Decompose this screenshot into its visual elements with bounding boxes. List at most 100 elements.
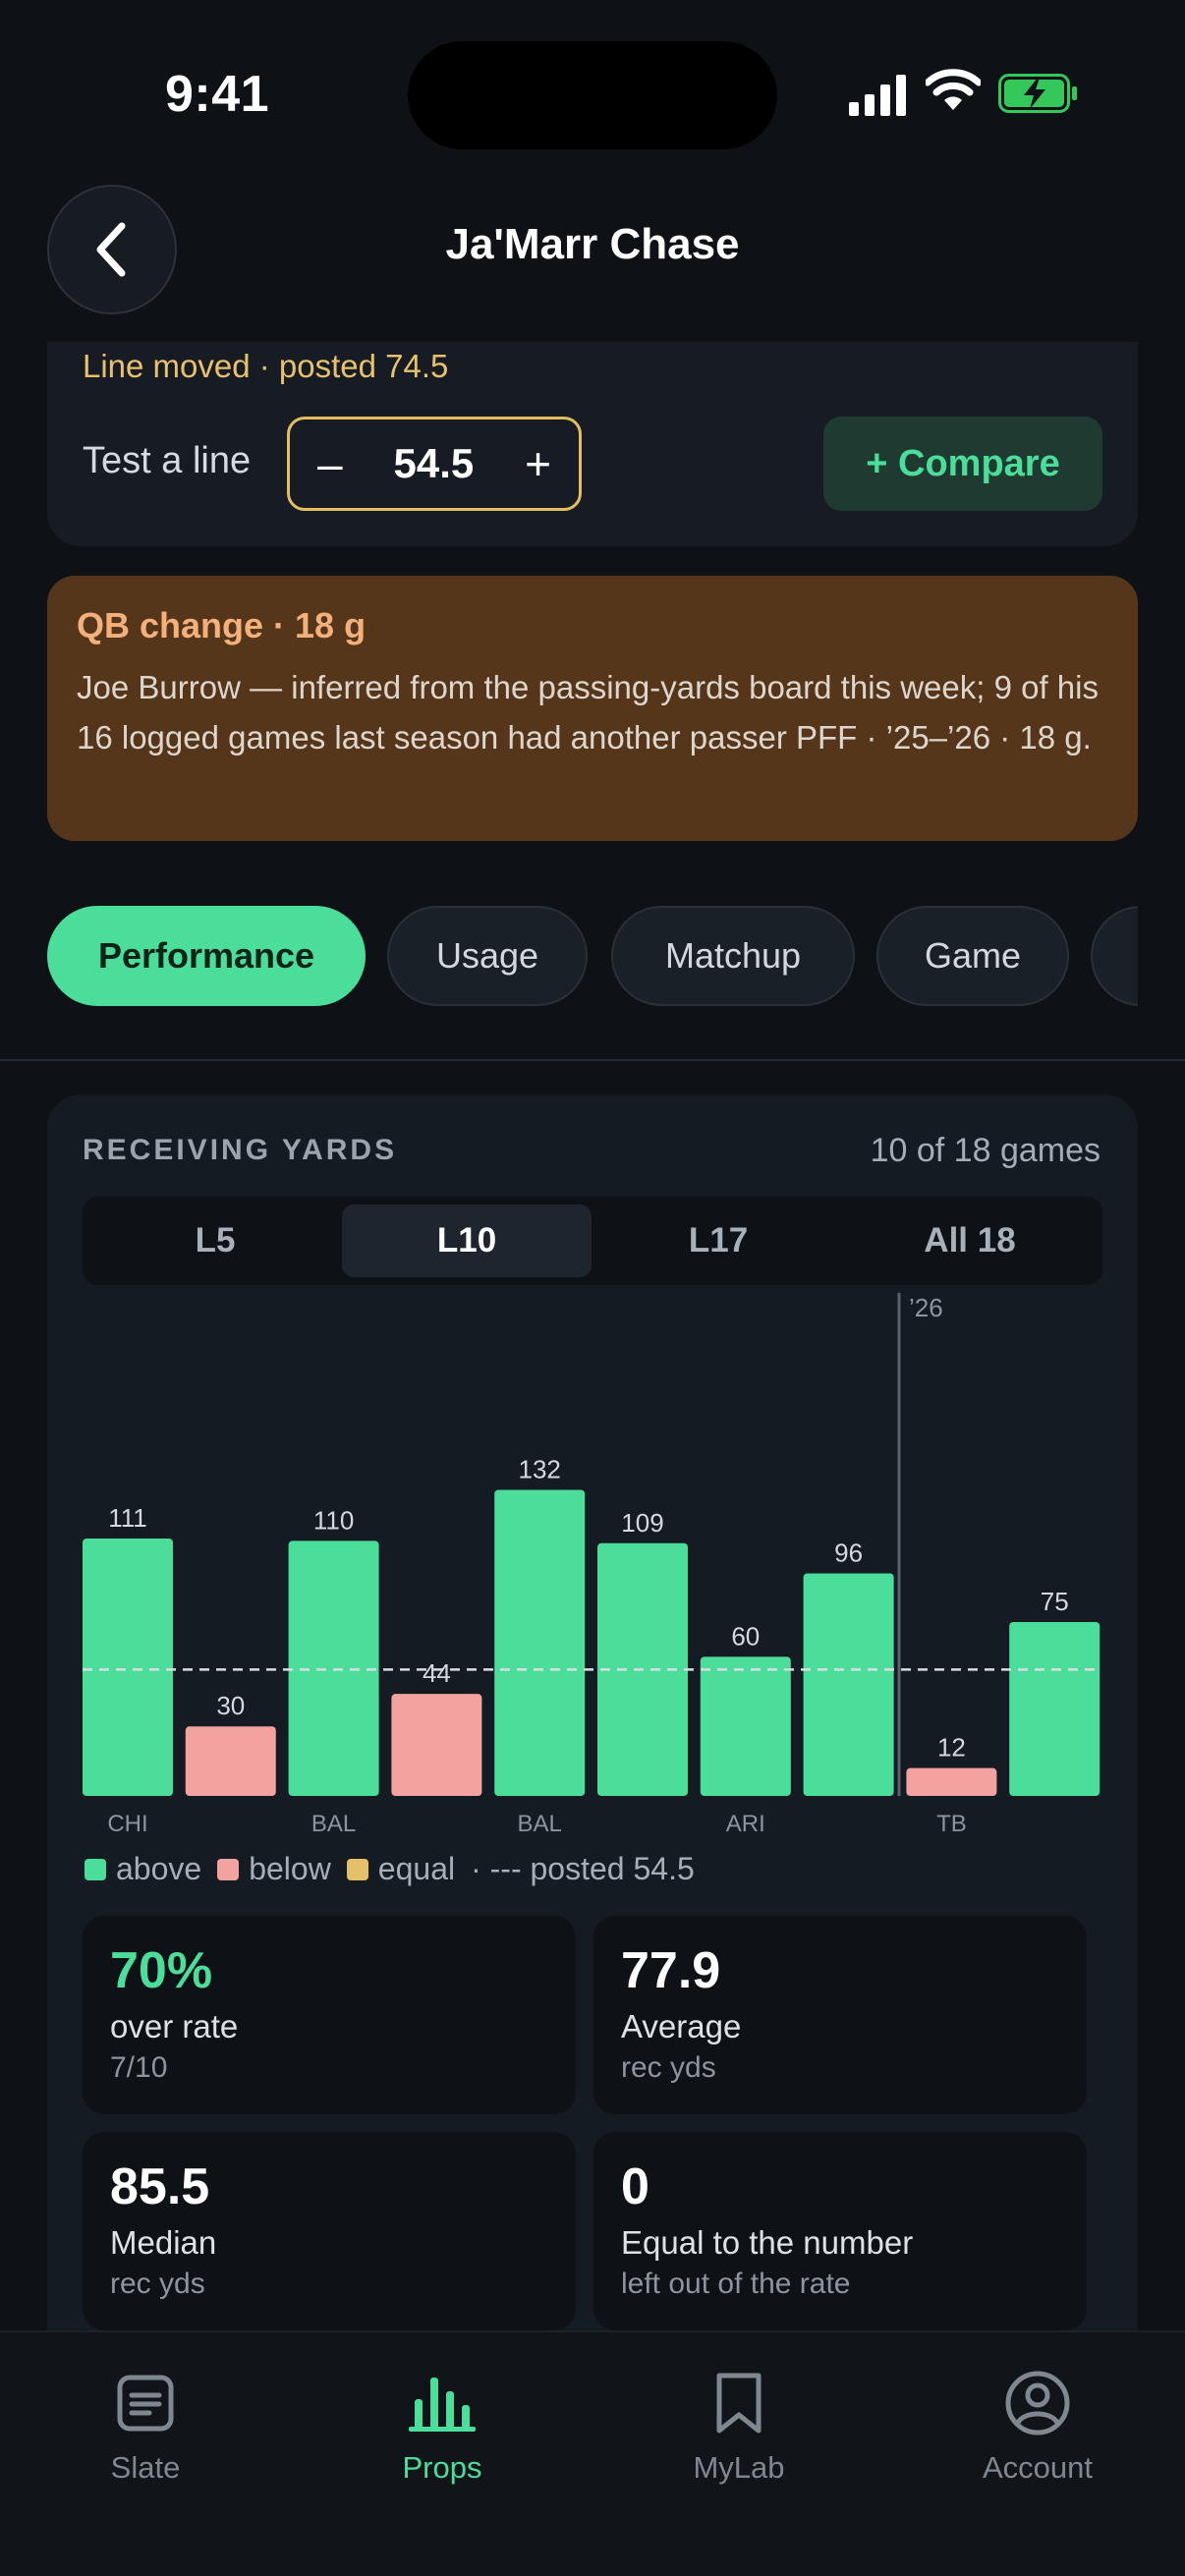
legend-equal: equal (346, 1851, 456, 1887)
line-moved-text: Line moved · posted 74.5 (83, 348, 449, 384)
stat-value: 85.5 (110, 2158, 210, 2215)
stat-median: 85.5 Median rec yds (83, 2132, 576, 2330)
range-l17[interactable]: L17 (688, 1221, 749, 1260)
line-stepper: – 54.5 + (287, 417, 582, 511)
decrement-button[interactable]: – (317, 438, 343, 489)
bar-value-label: 12 (937, 1733, 966, 1763)
chart-bar (906, 1767, 997, 1796)
line-card: Line moved · posted 74.5 Test a line – 5… (47, 342, 1138, 546)
chart-bar (83, 1539, 173, 1796)
range-l5[interactable]: L5 (195, 1221, 236, 1260)
x-tick-label: BAL (518, 1811, 562, 1837)
x-tick-label: BAL (311, 1811, 356, 1837)
bookmark-icon (716, 2373, 762, 2434)
page-title: Ja'Marr Chase (445, 220, 740, 268)
line-value[interactable]: 54.5 (393, 440, 475, 486)
status-bar: 9:41 (0, 0, 1185, 187)
stat-label: Median (110, 2224, 217, 2261)
legend-below: below (217, 1851, 331, 1887)
test-line-label: Test a line (83, 440, 252, 481)
stat-label: Average (621, 2008, 742, 2044)
legend-above-swatch (85, 1858, 106, 1880)
wifi-icon (926, 69, 981, 110)
top-header: Ja'Marr Chase (0, 177, 1185, 344)
slate-icon (117, 2375, 174, 2432)
x-tick-label: CHI (107, 1811, 147, 1837)
stat-sub: left out of the rate (621, 2268, 851, 2300)
stat-sub: rec yds (621, 2051, 716, 2084)
range-l10[interactable]: L10 (342, 1204, 592, 1277)
nav-mylab[interactable]: MyLab (621, 2366, 857, 2486)
battery-charging-icon (998, 74, 1077, 113)
status-time: 9:41 (165, 66, 270, 123)
alert-body: Joe Burrow — inferred from the passing-y… (77, 669, 1099, 756)
bar-value-label: 110 (313, 1505, 354, 1535)
nav-label: Slate (110, 2450, 181, 2485)
stat-equal: 0 Equal to the number left out of the ra… (593, 2132, 1087, 2330)
chart-bar (1009, 1622, 1100, 1796)
legend-posted-label: · --- posted 54.5 (471, 1851, 695, 1886)
stat-label: Equal to the number (621, 2224, 914, 2261)
range-all[interactable]: All 18 (924, 1221, 1016, 1260)
stat-sub: 7/10 (110, 2051, 168, 2084)
bar-value-label: 44 (423, 1658, 451, 1688)
bar-value-label: 132 (519, 1454, 561, 1484)
x-tick-label: TB (936, 1811, 967, 1837)
qb-change-alert: QB change · 18 g Joe Burrow — inferred f… (47, 576, 1138, 841)
chart-bar (494, 1489, 586, 1796)
nav-props[interactable]: Props (324, 2366, 560, 2486)
alert-title: QB change · 18 g (77, 605, 367, 645)
bar-value-label: 60 (731, 1621, 760, 1651)
legend-below-label: below (249, 1851, 331, 1886)
bottom-nav: Slate Props MyLab (0, 2330, 1185, 2576)
chart-title: RECEIVING YARDS (83, 1134, 398, 1166)
bar-value-label: 111 (108, 1503, 147, 1533)
tab-game[interactable]: Game (876, 906, 1069, 1006)
tab-more[interactable] (1091, 906, 1138, 1006)
chart-bar (803, 1573, 894, 1796)
account-icon (1005, 2371, 1070, 2436)
range-selector: L5 L10 L17 All 18 (83, 1197, 1102, 1285)
nav-label: MyLab (693, 2450, 785, 2485)
stat-value: 0 (621, 2158, 649, 2215)
bar-value-label: 30 (216, 1691, 245, 1720)
stat-value: 70% (110, 1942, 213, 1999)
receiving-yards-card: RECEIVING YARDS 10 of 18 games L5 L10 L1… (47, 1094, 1138, 2362)
legend-equal-swatch (346, 1858, 368, 1880)
chart-legend: above below equal · --- posted 54.5 (85, 1851, 710, 1887)
stat-label: over rate (110, 2008, 239, 2044)
games-count: 10 of 18 games (870, 1132, 1100, 1169)
legend-above: above (85, 1851, 201, 1887)
stat-value: 77.9 (621, 1942, 721, 1999)
tab-matchup[interactable]: Matchup (611, 906, 855, 1006)
nav-label: Props (402, 2450, 482, 2485)
chart-bar (185, 1726, 276, 1796)
increment-button[interactable]: + (525, 438, 551, 489)
legend-posted: · --- posted 54.5 (471, 1851, 695, 1887)
chevron-left-icon (96, 222, 126, 277)
nav-label: Account (982, 2450, 1093, 2485)
chart-bar (700, 1656, 791, 1796)
section-divider (0, 1059, 1185, 1061)
stat-average: 77.9 Average rec yds (593, 1916, 1087, 2114)
back-button[interactable] (47, 185, 177, 314)
season-marker-label: ’26 (909, 1293, 943, 1322)
legend-below-swatch (217, 1858, 240, 1880)
nav-account[interactable]: Account (920, 2366, 1156, 2486)
compare-button[interactable]: + Compare (823, 417, 1102, 511)
cellular-signal-icon (849, 75, 906, 116)
category-tabs: Performance Usage Matchup Game (47, 906, 1138, 1006)
tab-performance[interactable]: Performance (47, 906, 366, 1006)
bar-value-label: 96 (834, 1538, 863, 1567)
stat-over-rate: 70% over rate 7/10 (83, 1916, 576, 2114)
stat-sub: rec yds (110, 2268, 205, 2300)
x-tick-label: ARI (726, 1811, 765, 1837)
bar-chart: 111 CHI 30 110 BAL 44 132 BAL 109 60 ARI 96 12 TB 75 ’2… (83, 1293, 1100, 1837)
nav-slate[interactable]: Slate (28, 2366, 263, 2486)
tab-usage[interactable]: Usage (387, 906, 588, 1006)
chart-bar (391, 1694, 482, 1796)
legend-equal-label: equal (377, 1851, 456, 1886)
bar-value-label: 75 (1041, 1587, 1069, 1616)
legend-above-label: above (116, 1851, 202, 1886)
props-icon (409, 2378, 476, 2432)
